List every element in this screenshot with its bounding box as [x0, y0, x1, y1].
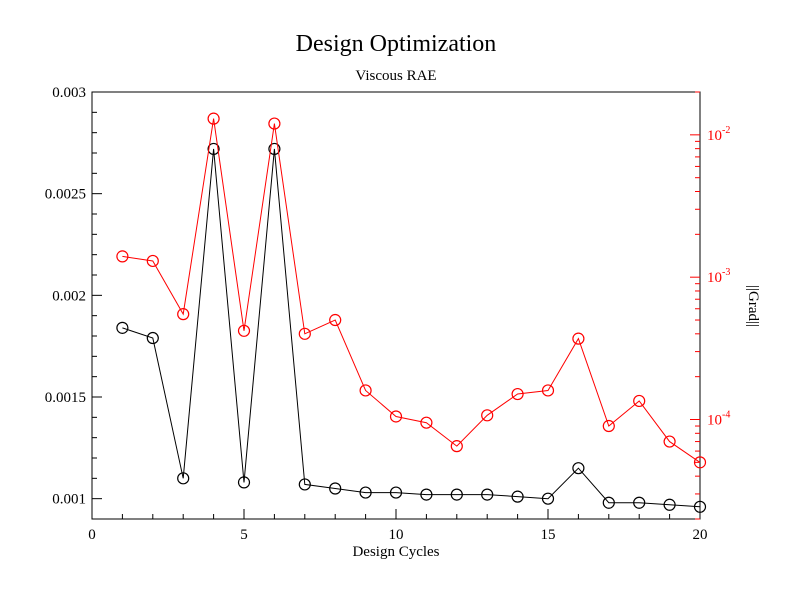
x-tick-label: 5 — [240, 527, 248, 543]
series-1-point — [511, 490, 524, 503]
series-1-point — [663, 498, 676, 511]
series-2-point — [511, 387, 524, 401]
series-1-point — [633, 496, 646, 509]
series-2-point — [481, 409, 494, 422]
series-1-point — [237, 476, 251, 489]
y-tick-label: 0.003 — [52, 85, 86, 101]
series-1-point — [116, 321, 129, 334]
series-2-point — [298, 327, 311, 340]
series-1-point — [572, 462, 585, 475]
chart-title: Design Optimization — [296, 31, 497, 57]
series-2-point — [633, 394, 646, 408]
series-1-point — [602, 496, 615, 509]
series-2-point — [541, 384, 555, 397]
series-2-point — [207, 112, 220, 125]
series-1-point — [420, 488, 433, 501]
series-1-point — [541, 492, 555, 505]
series-2-point — [329, 313, 342, 327]
series-1-point — [481, 488, 494, 501]
x-axis-label: Design Cycles — [352, 544, 439, 560]
series-1-point — [146, 331, 159, 345]
series-1-point — [450, 488, 463, 501]
x-tick-label: 15 — [541, 527, 556, 543]
series-1-point — [177, 472, 190, 485]
series-2-point — [146, 254, 159, 268]
series-1-point — [298, 478, 311, 491]
y-tick-label: 0.0025 — [45, 187, 86, 203]
series-2-point — [572, 332, 585, 345]
series-2-line — [122, 118, 701, 463]
series-1-point — [389, 486, 403, 499]
y2-tick-label: 10-3 — [707, 267, 730, 286]
series-2-point — [389, 410, 403, 423]
series-1-point — [359, 486, 372, 499]
x-tick-label: 10 — [389, 527, 404, 543]
series-2-point — [177, 308, 190, 321]
y-tick-label: 0.0015 — [45, 390, 86, 406]
series-1-point — [268, 142, 281, 156]
series-2-point — [602, 419, 615, 433]
series-1-point — [329, 482, 342, 495]
series-1-line — [122, 148, 701, 508]
x-tick-label: 20 — [693, 527, 708, 543]
series-2-point — [450, 440, 463, 453]
series-2-point — [359, 384, 372, 397]
y2-axis-label: ||Grad|| — [745, 285, 761, 327]
series-2-point — [116, 250, 129, 263]
series-2-point — [237, 324, 251, 337]
series-1-point — [207, 142, 220, 156]
y-tick-label: 0.001 — [52, 492, 86, 508]
y-tick-label: 0.002 — [52, 288, 86, 304]
plot-frame — [91, 91, 701, 520]
chart-subtitle: Viscous RAE — [355, 68, 436, 84]
x-tick-label: 0 — [88, 527, 96, 543]
series-2-point — [663, 435, 676, 448]
series-2-point — [268, 117, 281, 130]
y2-tick-label: 10-4 — [707, 410, 730, 429]
series-2-point — [420, 416, 433, 429]
series-1-point — [693, 500, 707, 513]
y2-tick-label: 10-2 — [707, 125, 730, 144]
series-2-point — [693, 456, 707, 469]
